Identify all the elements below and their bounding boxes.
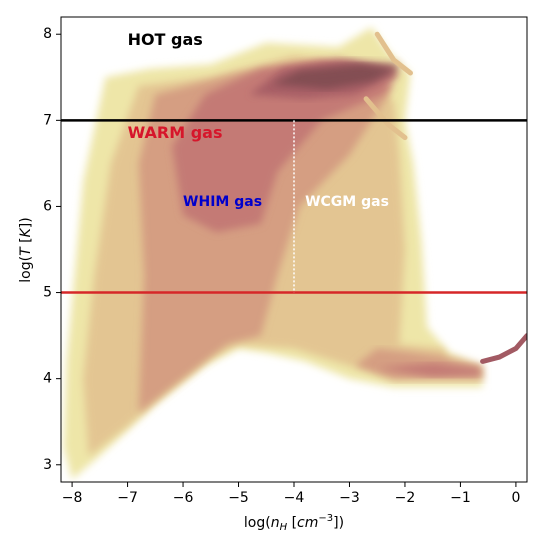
density-region-7: [271, 64, 397, 90]
density-streak-0: [374, 31, 413, 76]
density-region-4: [172, 58, 400, 233]
x-tick-label-6: −2: [395, 490, 416, 506]
x-tick-label-8: 0: [511, 490, 520, 506]
region-label-3: WCGM gas: [305, 194, 389, 210]
y-tick-label-0: 3: [43, 457, 52, 473]
x-axis-ticks: −8 −7 −6 −5 −4 −3 −2 −1 0: [62, 482, 520, 506]
density-heatmap: [63, 27, 527, 480]
x-tick-label-7: −1: [450, 490, 471, 506]
y-axis-ticks: 3 4 5 6 7 8: [43, 26, 61, 473]
x-tick-label-4: −4: [284, 490, 305, 506]
x-axis-label: log(nH [cm−3]): [244, 513, 344, 533]
region-labels: HOT gas WARM gas WHIM gas WCGM gas: [128, 30, 389, 210]
y-tick-label-2: 5: [43, 285, 52, 301]
x-tick-label-3: −5: [228, 490, 249, 506]
x-tick-label-2: −6: [173, 490, 194, 506]
x-tick-label-5: −3: [339, 490, 360, 506]
density-region-5: [377, 363, 480, 377]
density-streak-2: [480, 333, 527, 364]
region-label-2: WHIM gas: [183, 194, 262, 210]
density-streak-1: [363, 96, 408, 141]
y-tick-label-4: 7: [43, 112, 52, 128]
y-tick-label-5: 8: [43, 26, 52, 42]
y-axis-label: log(T [K]): [18, 217, 34, 282]
y-tick-label-3: 6: [43, 198, 52, 214]
x-tick-label-1: −7: [117, 490, 138, 506]
x-tick-label-0: −8: [62, 490, 83, 506]
reference-lines: [61, 119, 527, 294]
region-label-1: WARM gas: [128, 123, 223, 142]
y-tick-label-1: 4: [43, 371, 52, 387]
region-label-0: HOT gas: [128, 30, 203, 49]
